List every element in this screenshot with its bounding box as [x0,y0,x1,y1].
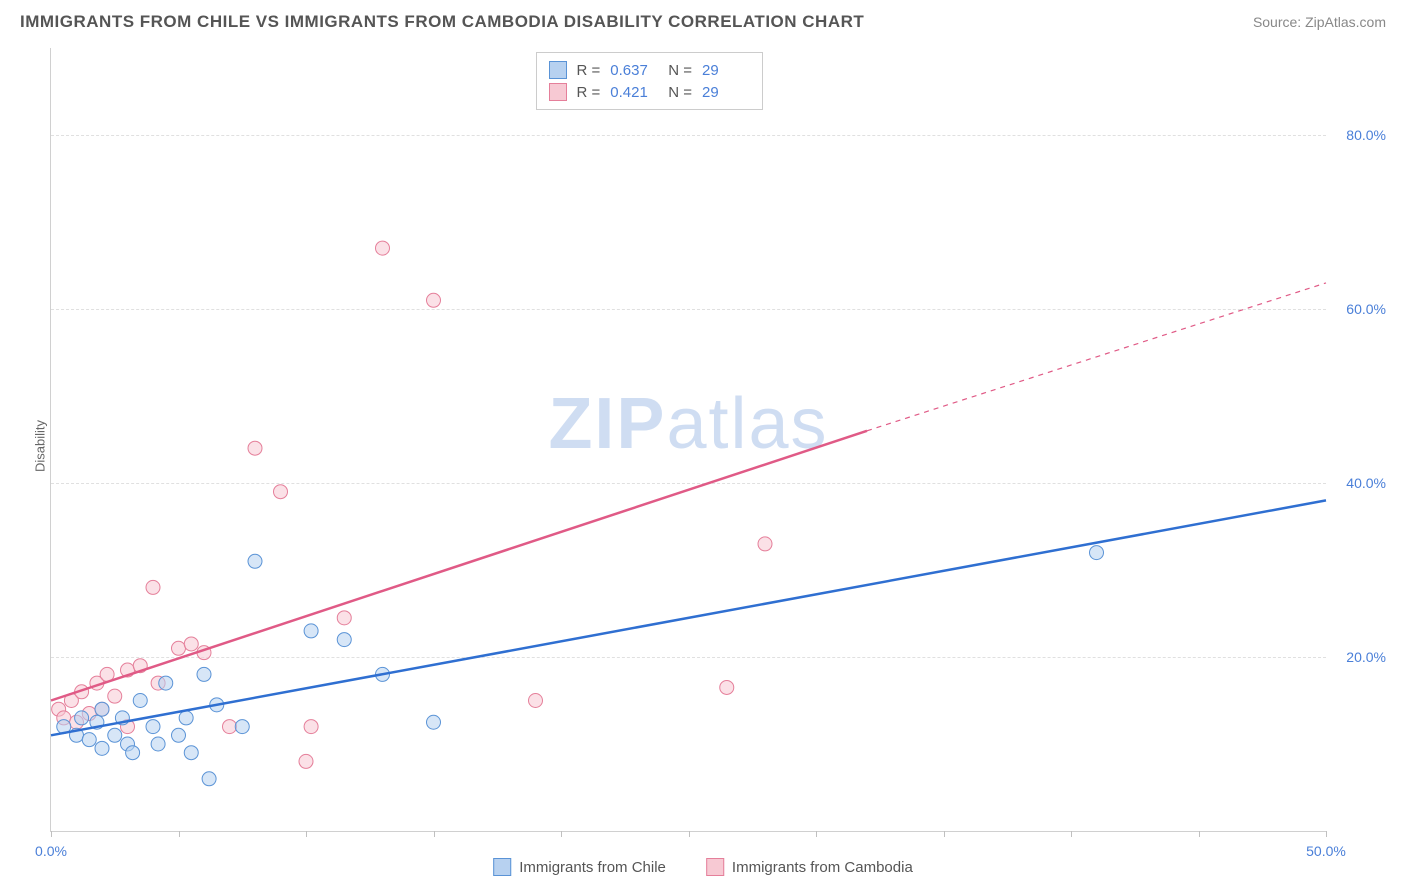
scatter-point [1090,546,1104,560]
y-axis-label: Disability [33,420,48,472]
x-tick [179,831,180,837]
scatter-point [95,741,109,755]
legend-swatch [493,858,511,876]
scatter-point [248,554,262,568]
scatter-point [133,694,147,708]
chart-title: IMMIGRANTS FROM CHILE VS IMMIGRANTS FROM… [20,12,864,32]
y-tick-label: 60.0% [1346,301,1386,317]
scatter-point [248,441,262,455]
scatter-point [427,715,441,729]
legend-swatch [706,858,724,876]
x-tick [434,831,435,837]
y-tick-label: 40.0% [1346,475,1386,491]
x-tick [51,831,52,837]
scatter-point [529,694,543,708]
scatter-point [274,485,288,499]
scatter-point [172,641,186,655]
stats-row: R = 0.421 N = 29 [549,81,751,103]
legend-label: Immigrants from Chile [519,859,666,876]
legend-label: Immigrants from Cambodia [732,859,913,876]
y-tick-label: 20.0% [1346,649,1386,665]
x-tick [944,831,945,837]
scatter-point [82,733,96,747]
scatter-point [108,728,122,742]
scatter-point [197,667,211,681]
legend-swatch [549,83,567,101]
x-tick-label: 0.0% [35,843,67,859]
scatter-point [159,676,173,690]
x-tick [561,831,562,837]
scatter-point [146,720,160,734]
legend-swatch [549,61,567,79]
scatter-point [151,737,165,751]
scatter-point [299,754,313,768]
x-tick [1071,831,1072,837]
scatter-point [108,689,122,703]
x-tick-label: 50.0% [1306,843,1346,859]
scatter-point [427,293,441,307]
x-tick [1326,831,1327,837]
scatter-point [126,746,140,760]
scatter-point [337,611,351,625]
scatter-point [184,746,198,760]
scatter-point [184,637,198,651]
scatter-point [75,711,89,725]
y-tick-label: 80.0% [1346,127,1386,143]
x-tick [689,831,690,837]
scatter-point [179,711,193,725]
stats-row: R = 0.637 N = 29 [549,59,751,81]
scatter-point [202,772,216,786]
x-tick [306,831,307,837]
legend-item: Immigrants from Cambodia [706,858,913,876]
x-tick [1199,831,1200,837]
legend: Immigrants from Chile Immigrants from Ca… [493,858,913,876]
scatter-point [304,720,318,734]
trend-line [51,500,1326,735]
x-tick [816,831,817,837]
scatter-point [146,580,160,594]
scatter-point [223,720,237,734]
scatter-point [95,702,109,716]
legend-item: Immigrants from Chile [493,858,666,876]
scatter-point [172,728,186,742]
chart-plot-area: ZIPatlas 20.0%40.0%60.0%80.0% 0.0%50.0% … [50,48,1326,832]
scatter-point [235,720,249,734]
scatter-point [376,241,390,255]
scatter-plot [51,48,1326,831]
correlation-stats-box: R = 0.637 N = 29 R = 0.421 N = 29 [536,52,764,110]
scatter-point [337,633,351,647]
source-attribution: Source: ZipAtlas.com [1253,14,1386,30]
scatter-point [720,680,734,694]
scatter-point [304,624,318,638]
trend-line [867,283,1326,431]
scatter-point [758,537,772,551]
